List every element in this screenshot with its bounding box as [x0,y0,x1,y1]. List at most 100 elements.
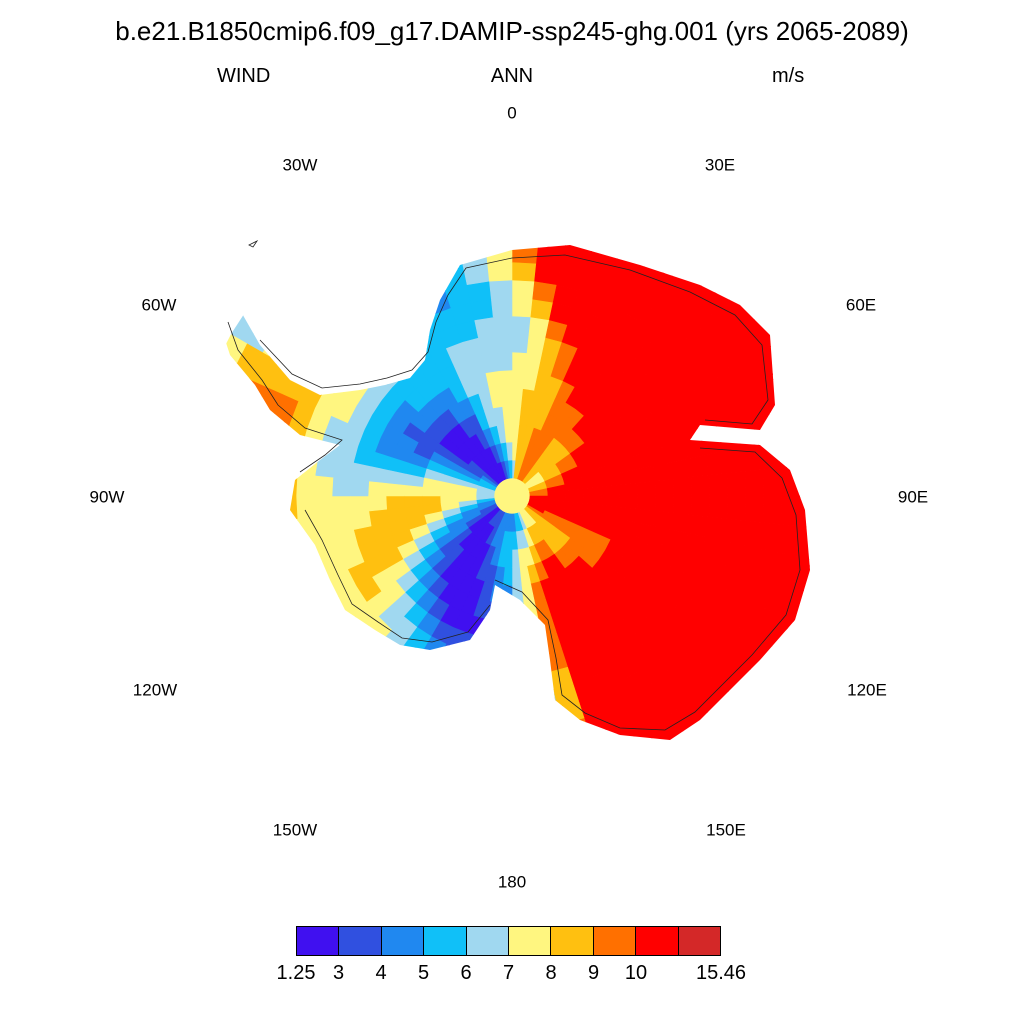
wind-cell [802,395,810,433]
wind-cell [363,684,396,715]
wind-cell [412,179,449,205]
wind-cell [417,197,452,222]
wind-cell [364,348,392,376]
lon-label-120w: 120W [132,680,178,700]
wind-cell [534,706,562,730]
wind-cell [261,443,284,472]
wind-cell [241,495,262,525]
wind-cell [595,743,629,770]
wind-cell [310,664,344,698]
wind-cell [409,255,441,283]
wind-cell [188,462,208,496]
wind-cell [572,770,607,795]
wind-cell [342,669,375,701]
wind-cell [511,567,522,587]
colorbar-label: 4 [375,962,387,984]
wind-cell [190,528,213,563]
wind-cell [672,495,693,516]
wind-cell [511,620,528,641]
wind-cell [349,478,370,497]
wind-cell [428,245,460,257]
wind-cell [540,760,572,782]
wind-cell [512,190,544,210]
wind-cell [511,245,539,264]
wind-cell [511,638,530,659]
wind-cell [421,495,441,506]
wind-cell [654,478,675,497]
colorbar-box [551,927,594,955]
wind-cell [306,709,344,740]
wind-cell [318,262,354,296]
wind-cell [358,245,396,247]
wind-cell [270,700,308,738]
lon-label-0: 0 [507,103,517,123]
wind-cell [568,214,601,239]
wind-cell [265,544,290,575]
wind-cell [492,315,513,336]
wind-cell [716,700,754,738]
wind-cell [367,642,397,672]
wind-cell [665,744,702,777]
wind-cell [384,308,414,337]
wind-cell [512,765,542,784]
wind-cell [385,482,405,497]
wind-cell [455,245,486,250]
wind-cell [708,495,729,519]
wind-cell [670,458,692,480]
wind-cell [536,724,565,740]
wind-cell [322,622,352,654]
colorbar-label: 1.25 [276,962,316,984]
wind-cell [218,525,231,560]
wind-cell [459,724,488,740]
wind-cell [528,654,550,676]
wind-cell [218,559,222,597]
wind-cell [282,540,307,569]
wind-cell [218,590,233,629]
colorbar-box [339,927,382,955]
wind-cell [423,753,456,778]
wind-cell [296,516,319,542]
wind-cell [350,510,372,531]
wind-cell [376,248,410,279]
wind-cell [498,369,513,389]
wind-cell [512,782,544,802]
wind-cell [218,432,231,467]
wind-cell [367,480,388,497]
wind-cell [293,612,324,645]
wind-cell [264,290,299,328]
wind-cell [379,335,407,363]
wind-cell [431,660,457,685]
wind-cell [277,495,298,521]
wind-cell [456,742,486,764]
season-label: ANN [490,65,534,87]
wind-cell [776,333,809,372]
wind-cell [412,787,449,813]
wind-cell [391,349,418,377]
wind-cell [336,351,366,381]
wind-cell [284,268,320,304]
wind-cell [448,192,482,215]
wind-cell [484,747,512,766]
wind-cell [385,265,418,294]
wind-cell [264,664,299,702]
wind-cell [243,439,266,470]
colorbar [296,926,721,956]
wind-cell [511,369,526,389]
wind-cell [636,480,657,497]
wind-cell [500,387,513,407]
wind-cell [331,728,369,740]
wind-cell [297,676,332,711]
wind-cell [455,649,479,673]
wind-cell [401,245,435,267]
wind-cell [478,800,512,820]
wind-cell [342,246,378,278]
wind-cell [511,351,528,372]
wind-cell [762,467,783,497]
wind-cell [470,671,494,694]
wind-cell [218,463,226,497]
wind-cell [470,298,494,321]
wind-cell [342,714,378,740]
wind-cell [490,674,513,695]
wind-cell [619,482,639,497]
wind-cell [218,395,222,433]
